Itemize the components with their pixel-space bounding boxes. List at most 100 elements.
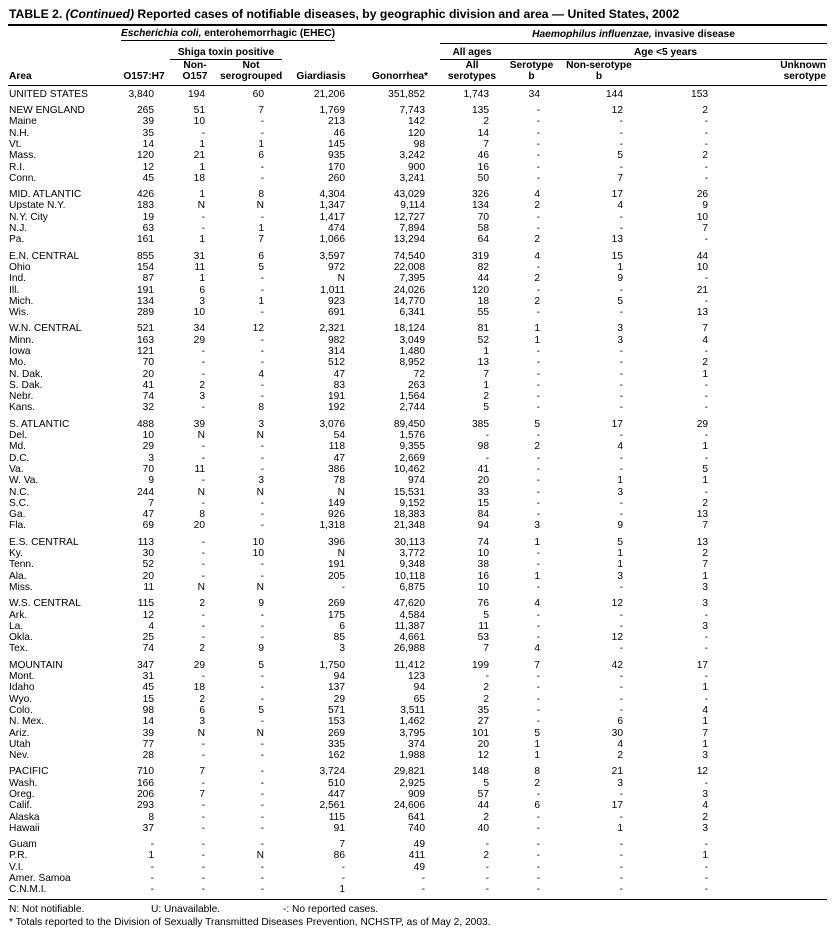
value-cell: -: [704, 839, 709, 851]
area-cell: N.H.: [9, 127, 30, 139]
value-cell: 1: [199, 273, 205, 285]
value-cell: 38: [477, 559, 489, 571]
area-cell: Guam: [9, 839, 37, 851]
value-cell: 77: [142, 738, 154, 750]
value-cell: -: [260, 452, 264, 464]
table-row: Iowa 121 - - 314 1,480 1 - - -: [8, 346, 827, 357]
area-cell: UNITED STATES: [9, 88, 88, 100]
table-row: Idaho 45 18 - 137 94 2 - - 1: [8, 682, 827, 693]
value-cell: -: [485, 430, 489, 442]
table-row: N.H. 35 - - 46 120 14 - - -: [8, 128, 827, 139]
value-cell: 20: [477, 475, 489, 487]
area-cell: V.I.: [9, 861, 24, 873]
value-cell: 15,531: [393, 486, 425, 498]
value-cell: -: [619, 873, 623, 885]
value-cell: 2: [199, 693, 205, 705]
value-cell: 60: [252, 88, 264, 100]
value-cell: 510: [328, 777, 345, 789]
value-cell: -: [619, 811, 623, 823]
value-cell: -: [536, 548, 540, 560]
area-cell: MOUNTAIN: [9, 659, 63, 671]
value-cell: 4: [148, 620, 154, 632]
table-row: Ark. 12 - - 175 4,584 5 - - -: [8, 610, 827, 621]
value-cell: -: [536, 884, 540, 896]
table-row: E.N. CENTRAL 855 31 6 3,597 74,540 319 4 15 44: [8, 251, 827, 262]
value-cell: 8,952: [399, 357, 426, 369]
table-row: Md. 29 - - 118 9,355 98 2 4 1: [8, 441, 827, 452]
value-cell: 2: [199, 598, 205, 610]
value-cell: 10: [696, 211, 709, 223]
value-cell: N: [256, 486, 264, 498]
value-cell: 87: [142, 273, 154, 285]
value-cell: 21: [696, 284, 709, 296]
value-cell: 923: [328, 295, 345, 307]
value-cell: 1: [339, 884, 345, 896]
group-header-ehec: Escherichia coli, enterohemorrhagic (EHE…: [118, 27, 335, 43]
value-cell: 70: [142, 357, 154, 369]
value-cell: 29: [142, 441, 154, 453]
table-row: Mich. 134 3 1 923 14,770 18 2 5 -: [8, 296, 827, 307]
value-cell: -: [260, 116, 264, 128]
value-cell: 5: [617, 150, 623, 162]
value-cell: 120: [472, 284, 489, 296]
value-cell: 3: [702, 581, 709, 593]
value-cell: -: [260, 716, 264, 728]
value-cell: -: [201, 452, 205, 464]
value-cell: 24,026: [393, 284, 425, 296]
value-cell: 3: [702, 788, 709, 800]
area-cell: Miss.: [9, 581, 33, 593]
value-cell: 45: [142, 682, 154, 694]
value-cell: -: [201, 475, 205, 487]
value-cell: N: [256, 850, 264, 862]
value-cell: -: [260, 811, 264, 823]
table-row: Va. 70 11 - 386 10,462 41 - - 5: [8, 464, 827, 475]
value-cell: -: [341, 873, 345, 885]
value-cell: -: [536, 822, 540, 834]
value-cell: -: [201, 402, 205, 414]
value-cell: 29: [333, 693, 345, 705]
value-cell: 1: [702, 441, 709, 453]
value-cell: -: [619, 430, 623, 442]
subgroup-header-shiga-toxin-positive: Shiga toxin positive: [170, 43, 282, 60]
value-cell: -: [619, 509, 623, 521]
area-cell: Nev.: [9, 750, 30, 762]
value-cell: -: [704, 486, 709, 498]
column-header-area: Area: [8, 27, 118, 86]
table-row: W.N. CENTRAL 521 34 12 2,321 18,124 81 1 3 7: [8, 323, 827, 334]
value-cell: 26: [696, 189, 709, 201]
value-cell: 19: [142, 211, 154, 223]
area-cell: Okla.: [9, 632, 33, 644]
value-cell: 6: [617, 716, 623, 728]
value-cell: 12: [142, 609, 154, 621]
header-row-groups: Area Escherichia coli, enterohemorrhagic…: [8, 27, 828, 86]
area-cell: Ga.: [9, 509, 26, 521]
value-cell: 8: [148, 811, 154, 823]
area-cell: N. Dak.: [9, 368, 43, 380]
value-cell: -: [536, 811, 540, 823]
table-row: Vt. 14 1 1 145 98 7 - - -: [8, 139, 827, 150]
value-cell: -: [201, 211, 205, 223]
table-row: Nebr. 74 3 - 191 1,564 2 - - -: [8, 391, 827, 402]
value-cell: 293: [137, 800, 154, 812]
area-cell: N.J.: [9, 223, 28, 235]
value-cell: 3: [339, 643, 345, 655]
value-cell: 9: [702, 200, 709, 212]
value-cell: 740: [408, 822, 425, 834]
value-cell: 14,770: [393, 295, 425, 307]
value-cell: 21,348: [393, 520, 425, 532]
value-cell: -: [704, 430, 709, 442]
value-cell: 1,066: [319, 234, 346, 246]
value-cell: -: [536, 682, 540, 694]
value-cell: 265: [137, 105, 154, 117]
table-row: Wyo. 15 2 - 29 65 2 - - -: [8, 694, 827, 705]
table-row: Del. 10 N N 54 1,576 - - - -: [8, 430, 827, 441]
value-cell: 30: [142, 548, 154, 560]
value-cell: 47,620: [393, 598, 425, 610]
value-cell: 9: [148, 475, 154, 487]
value-cell: 1,347: [319, 200, 346, 212]
value-cell: -: [536, 475, 540, 487]
value-cell: -: [201, 884, 205, 896]
table-row: S. ATLANTIC 488 39 3 3,076 89,450 385 5 17 29: [8, 419, 827, 430]
table-row: D.C. 3 - - 47 2,669 - - - -: [8, 453, 827, 464]
area-cell: La.: [9, 620, 24, 632]
